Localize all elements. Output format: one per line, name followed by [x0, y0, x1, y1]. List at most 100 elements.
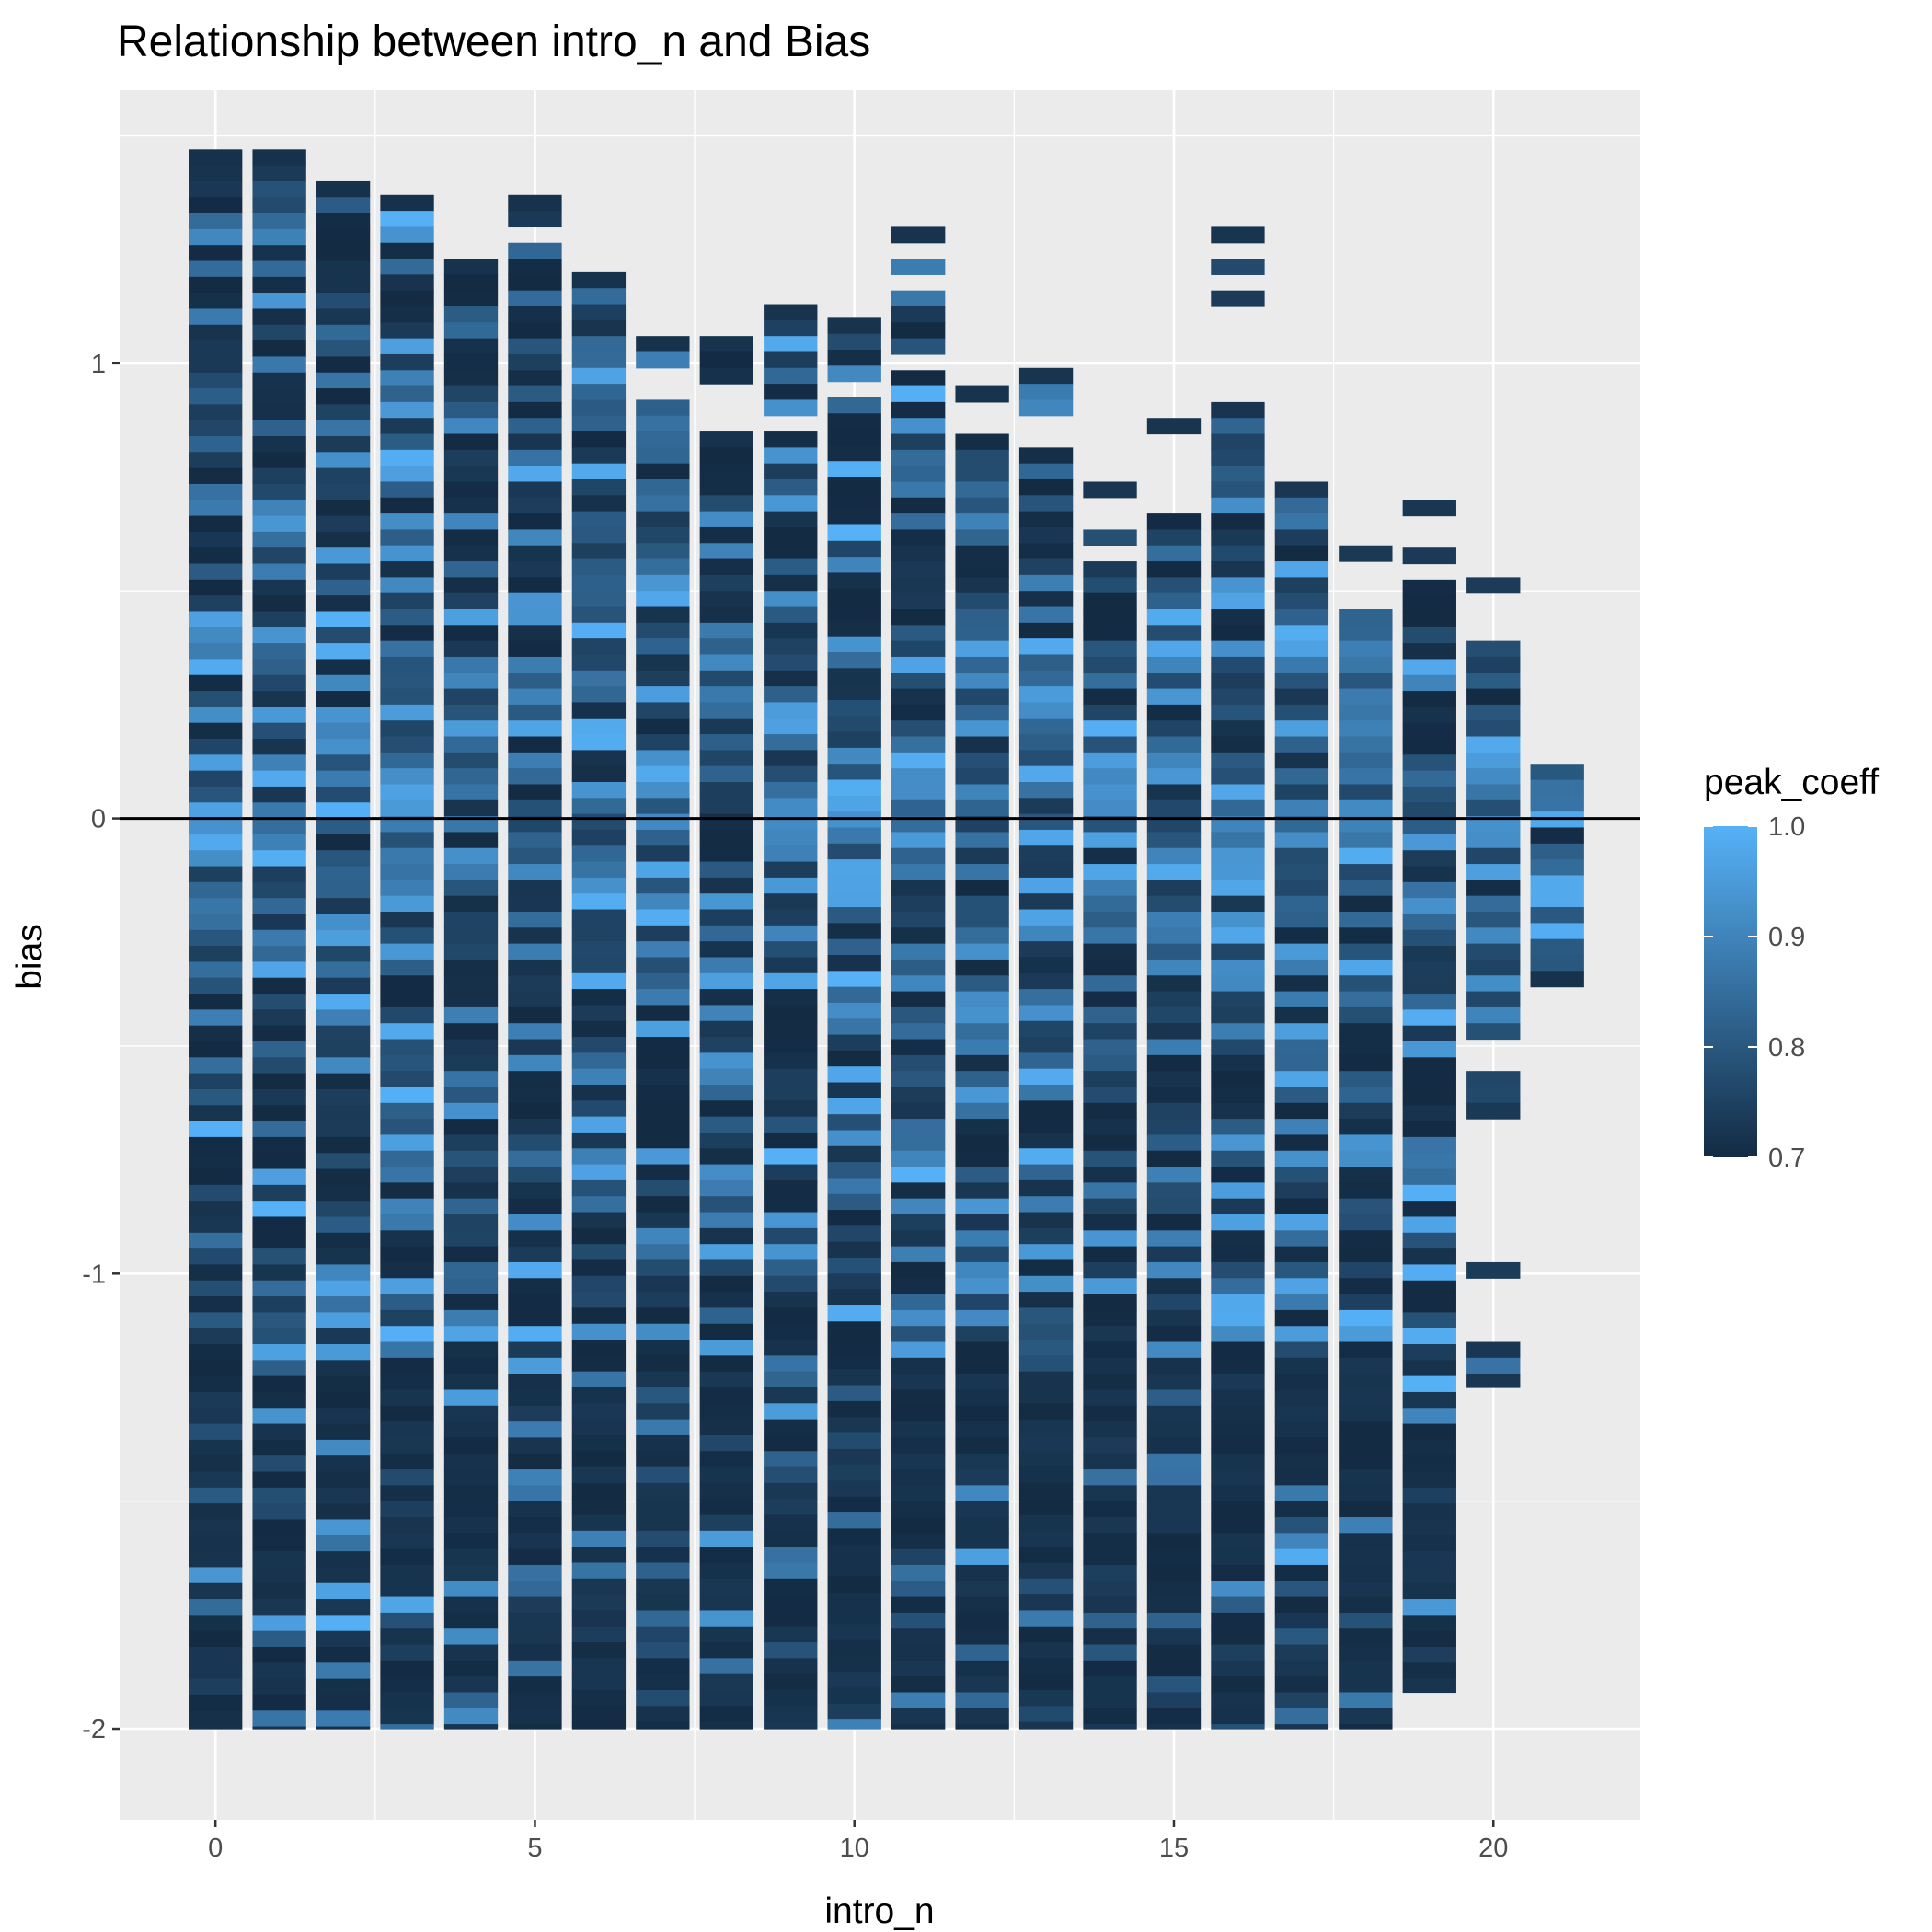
heatmap-tile — [699, 1482, 753, 1500]
heatmap-tile — [571, 1355, 627, 1373]
heatmap-tile — [1339, 1501, 1393, 1518]
heatmap-tile — [1211, 1453, 1265, 1470]
heatmap-tile — [764, 1259, 818, 1277]
heatmap-tile — [380, 688, 434, 706]
heatmap-tile — [699, 925, 753, 942]
heatmap-tile — [380, 1644, 434, 1662]
heatmap-tile — [252, 1025, 306, 1042]
heatmap-tile — [316, 1216, 371, 1234]
heatmap-tile — [1083, 816, 1137, 834]
heatmap-tile — [699, 463, 753, 480]
heatmap-tile — [827, 747, 881, 765]
heatmap-tile — [1083, 1676, 1137, 1694]
heatmap-tile — [955, 529, 1009, 546]
heatmap-tile — [316, 818, 371, 835]
heatmap-tile — [1018, 1244, 1074, 1261]
heatmap-tile — [1018, 1037, 1074, 1053]
heatmap-tile — [764, 1212, 818, 1229]
heatmap-tile — [764, 1673, 818, 1691]
heatmap-tile — [1339, 545, 1393, 562]
heatmap-tile — [1274, 529, 1329, 546]
heatmap-tile — [1402, 1216, 1456, 1234]
heatmap-tile — [764, 1323, 818, 1340]
heatmap-tile — [955, 1517, 1009, 1534]
heatmap-tile — [508, 1039, 562, 1056]
heatmap-tile — [1339, 752, 1393, 769]
heatmap-tile — [189, 180, 243, 198]
heatmap-tile — [636, 1052, 690, 1070]
heatmap-tile — [380, 1278, 434, 1295]
heatmap-tile — [443, 1628, 499, 1646]
heatmap-tile — [443, 943, 499, 960]
heatmap-tile — [380, 290, 434, 307]
heatmap-tile — [891, 991, 946, 1008]
heatmap-tile — [1146, 1501, 1202, 1518]
heatmap-tile — [764, 1052, 818, 1070]
heatmap-tile — [508, 1533, 562, 1550]
heatmap-tile — [1339, 673, 1393, 690]
heatmap-tile — [508, 290, 562, 307]
heatmap-tile — [764, 1658, 818, 1675]
heatmap-tile — [443, 1421, 499, 1439]
heatmap-tile — [1339, 640, 1393, 658]
heatmap-tile — [508, 401, 562, 419]
heatmap-tile — [1402, 611, 1456, 628]
heatmap-tile — [380, 1309, 434, 1327]
heatmap-tile — [571, 1259, 627, 1277]
heatmap-tile — [1466, 927, 1521, 945]
heatmap-tile — [316, 1391, 371, 1409]
heatmap-tile — [955, 752, 1009, 769]
heatmap-tile — [1339, 1167, 1393, 1183]
heatmap-tile — [1466, 1341, 1521, 1359]
y-tick-label: -2 — [82, 1715, 106, 1744]
heatmap-tile — [699, 526, 753, 544]
heatmap-tile — [508, 673, 562, 690]
heatmap-tile — [1402, 994, 1456, 1010]
heatmap-tile — [699, 686, 753, 704]
heatmap-tile — [699, 574, 753, 592]
heatmap-tile — [1402, 627, 1456, 644]
heatmap-tile — [380, 242, 434, 259]
heatmap-tile — [508, 1357, 562, 1374]
heatmap-tile — [1146, 720, 1202, 738]
heatmap-tile — [252, 213, 306, 230]
heatmap-tile — [827, 557, 881, 574]
heatmap-tile — [891, 481, 946, 499]
heatmap-tile — [1083, 1182, 1137, 1200]
heatmap-tile — [571, 1610, 627, 1627]
heatmap-tile — [508, 1230, 562, 1248]
heatmap-tile — [571, 1212, 627, 1229]
x-tick-label: 20 — [1478, 1834, 1508, 1863]
heatmap-tile — [189, 707, 243, 724]
heatmap-tile — [1083, 1294, 1137, 1311]
heatmap-tile — [316, 1647, 371, 1663]
heatmap-tile — [189, 197, 243, 214]
heatmap-tile — [1211, 401, 1265, 419]
heatmap-tile — [891, 1405, 946, 1422]
heatmap-tile — [1274, 561, 1329, 578]
heatmap-tile — [443, 625, 499, 642]
heatmap-tile — [1083, 1628, 1137, 1646]
heatmap-tile — [1018, 1673, 1074, 1691]
heatmap-tile — [571, 1323, 627, 1340]
heatmap-tile — [316, 1710, 371, 1728]
heatmap-tile — [1018, 1259, 1074, 1277]
heatmap-tile — [316, 611, 371, 628]
heatmap-tile — [1274, 1676, 1329, 1694]
heatmap-tile — [1339, 1006, 1393, 1024]
heatmap-tile — [699, 1100, 753, 1118]
heatmap-tile — [1530, 843, 1584, 860]
heatmap-tile — [1402, 1567, 1456, 1584]
heatmap-tile — [1146, 1326, 1202, 1343]
heatmap-tile — [1402, 1408, 1456, 1425]
heatmap-tile — [764, 319, 818, 337]
heatmap-tile — [1466, 816, 1521, 834]
heatmap-tile — [443, 640, 499, 658]
heatmap-tile — [443, 577, 499, 594]
heatmap-tile — [189, 1041, 243, 1058]
heatmap-tile — [252, 961, 306, 979]
heatmap-tile — [189, 1248, 243, 1266]
heatmap-tile — [764, 925, 818, 942]
heatmap-tile — [508, 1246, 562, 1263]
heatmap-tile — [252, 467, 306, 485]
